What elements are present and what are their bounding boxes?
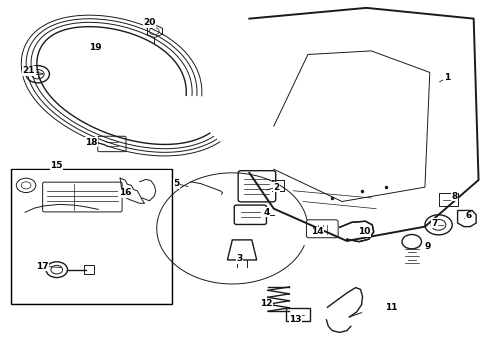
FancyBboxPatch shape bbox=[42, 182, 122, 212]
Polygon shape bbox=[339, 221, 373, 242]
FancyBboxPatch shape bbox=[98, 136, 126, 152]
Text: 15: 15 bbox=[50, 161, 63, 170]
Text: 14: 14 bbox=[311, 228, 323, 237]
Text: 1: 1 bbox=[443, 73, 449, 82]
Text: 11: 11 bbox=[384, 303, 396, 312]
Text: 20: 20 bbox=[143, 18, 155, 27]
Text: 12: 12 bbox=[260, 299, 272, 308]
Text: 5: 5 bbox=[173, 179, 179, 188]
Bar bbox=[83, 265, 94, 274]
FancyBboxPatch shape bbox=[306, 220, 337, 238]
FancyBboxPatch shape bbox=[238, 171, 275, 202]
Text: 8: 8 bbox=[450, 192, 456, 201]
Text: 3: 3 bbox=[236, 255, 242, 264]
Text: 6: 6 bbox=[465, 211, 471, 220]
Text: 21: 21 bbox=[22, 66, 35, 75]
FancyBboxPatch shape bbox=[234, 205, 266, 225]
Text: 9: 9 bbox=[423, 242, 429, 251]
Bar bbox=[285, 309, 310, 320]
Text: 16: 16 bbox=[119, 188, 131, 197]
Text: 18: 18 bbox=[84, 138, 97, 147]
Text: 10: 10 bbox=[357, 228, 369, 237]
Bar bbox=[13, 170, 170, 303]
Text: 19: 19 bbox=[89, 43, 102, 52]
Text: 7: 7 bbox=[430, 219, 437, 228]
Bar bbox=[438, 193, 457, 206]
Text: 4: 4 bbox=[263, 208, 269, 217]
Text: 17: 17 bbox=[36, 262, 48, 271]
Bar bbox=[11, 169, 172, 304]
Text: 13: 13 bbox=[289, 315, 301, 324]
Text: 2: 2 bbox=[272, 183, 279, 192]
